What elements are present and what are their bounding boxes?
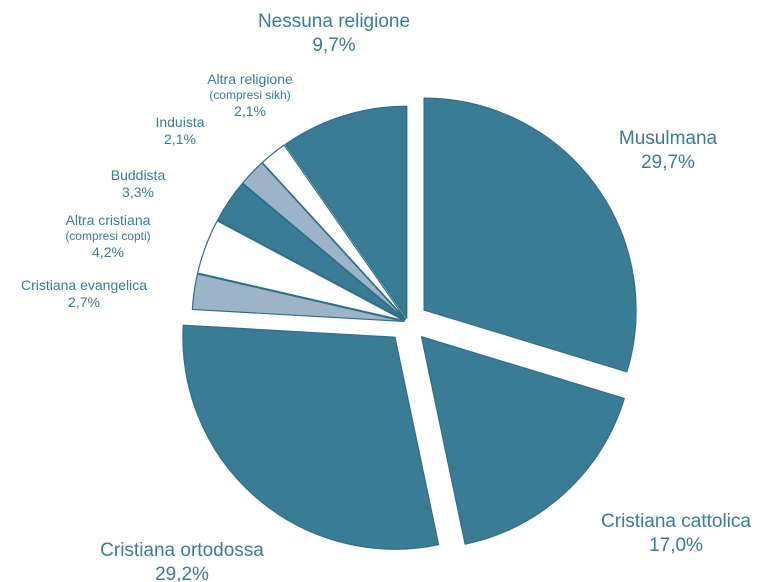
slice-value-label-1: 29,7%	[641, 152, 695, 173]
slice-label-4: Cristiana evangelica	[21, 277, 147, 293]
slice-label-1: Musulmana	[619, 128, 718, 149]
slice-label-7: Induista	[155, 114, 204, 130]
slice-label-8: Altra religione	[207, 71, 293, 87]
slice-value-label-8: 2,1%	[234, 103, 266, 119]
slice-sublabel-5: (compresi copti)	[65, 229, 150, 243]
slice-value-label-3: 29,2%	[155, 564, 209, 582]
pie-slice-1	[424, 98, 636, 372]
slice-value-label-2: 17,0%	[649, 535, 703, 556]
slice-label-6: Buddista	[111, 167, 166, 183]
slice-label-5: Altra cristiana	[66, 212, 151, 228]
slice-value-label-4: 2,7%	[68, 294, 100, 310]
slice-label-9: Nessuna religione	[258, 11, 410, 32]
pie-slice-2	[422, 337, 625, 544]
pie-slices	[183, 98, 636, 549]
slice-sublabel-8: (compresi sikh)	[209, 88, 290, 102]
slice-value-label-9: 9,7%	[312, 35, 355, 56]
slice-label-2: Cristiana cattolica	[601, 511, 751, 532]
slice-label-3: Cristiana ortodossa	[100, 540, 264, 561]
slice-value-label-5: 4,2%	[92, 244, 124, 260]
pie-slice-3	[183, 325, 439, 549]
slice-value-label-7: 2,1%	[164, 131, 196, 147]
slice-value-label-6: 3,3%	[122, 184, 154, 200]
